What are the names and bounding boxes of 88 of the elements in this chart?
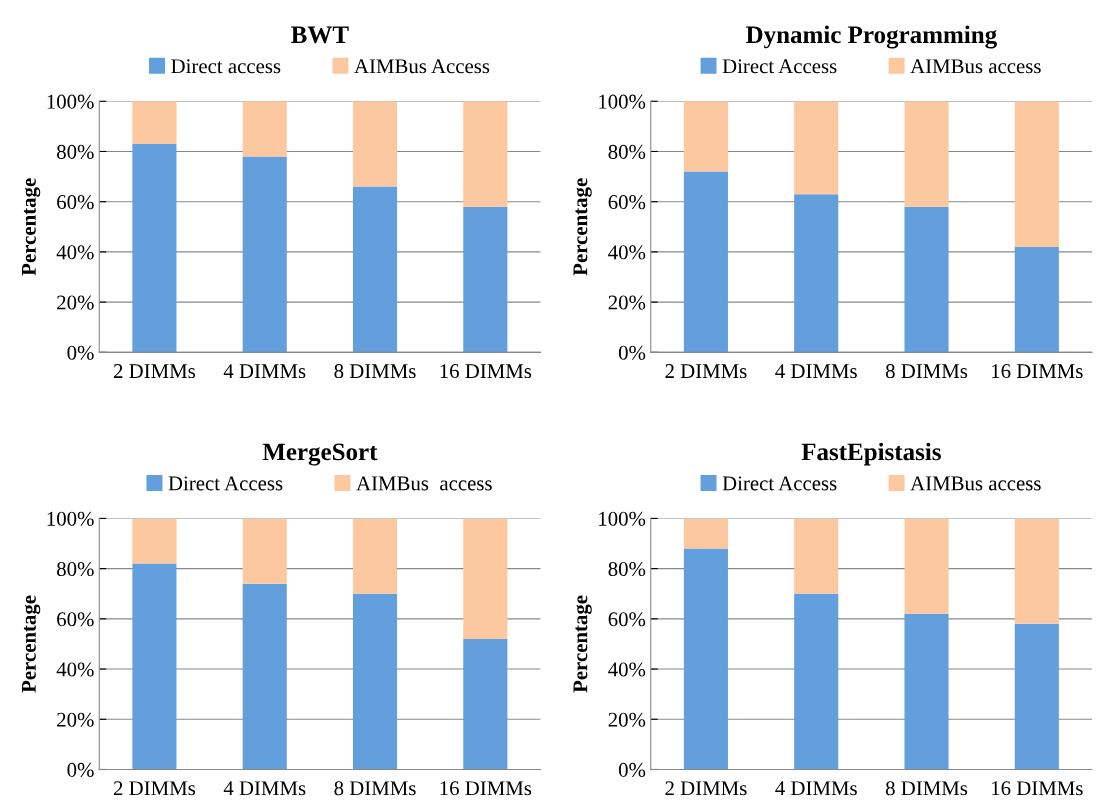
bar xyxy=(352,593,398,770)
x-tick-label: 2 DIMMs xyxy=(113,781,196,796)
chart-title: MergeSort xyxy=(262,443,378,466)
bar xyxy=(242,156,287,353)
y-tick-label: 20% xyxy=(57,295,94,310)
x-tick-label: 8 DIMMs xyxy=(885,364,968,379)
x-tick-label: 4 DIMMs xyxy=(775,364,857,379)
y-tick-label: 0% xyxy=(67,345,94,360)
bar xyxy=(904,101,949,207)
x-tick-label: 4 DIMMs xyxy=(223,781,306,796)
bar xyxy=(683,171,728,353)
bar xyxy=(794,101,839,195)
y-tick-label: 100% xyxy=(599,511,646,526)
y-tick-label: 100% xyxy=(47,511,94,526)
bar xyxy=(132,563,177,770)
y-tick-label: 60% xyxy=(608,195,646,210)
x-tick-label: 8 DIMMs xyxy=(334,781,416,796)
bar xyxy=(683,548,728,770)
y-tick-label: 60% xyxy=(57,612,94,627)
bar xyxy=(1014,101,1059,247)
legend-label: Direct access xyxy=(171,59,281,74)
chart-title: Dynamic Programming xyxy=(746,25,997,49)
y-tick-label: 0% xyxy=(67,762,94,777)
y-axis-title: Percentage xyxy=(573,178,592,276)
y-tick-label: 0% xyxy=(618,345,646,360)
x-tick-label: 16 DIMMs xyxy=(992,364,1083,379)
legend-label: Direct Access xyxy=(722,476,837,491)
bar xyxy=(463,206,508,353)
bar xyxy=(352,186,398,353)
x-tick-label: 2 DIMMs xyxy=(665,364,747,379)
y-tick-label: 20% xyxy=(608,295,646,310)
y-tick-label: 100% xyxy=(599,94,646,109)
y-tick-label: 40% xyxy=(56,245,94,260)
y-tick-label: 0% xyxy=(618,762,646,777)
y-tick-label: 60% xyxy=(608,612,646,627)
bar xyxy=(132,518,177,564)
chart-title: BWT xyxy=(291,26,349,44)
x-tick-label: 4 DIMMs xyxy=(223,364,306,379)
bar xyxy=(352,101,398,187)
y-tick-label: 40% xyxy=(56,662,94,677)
y-tick-label: 80% xyxy=(608,144,646,159)
bar xyxy=(794,194,839,353)
bar xyxy=(1014,623,1059,770)
bar xyxy=(463,518,508,639)
x-tick-label: 16 DIMMs xyxy=(440,781,532,796)
y-tick-label: 20% xyxy=(608,712,646,727)
bar xyxy=(904,518,949,614)
x-tick-label: 2 DIMMs xyxy=(113,364,196,379)
bar xyxy=(242,101,287,157)
x-tick-label: 8 DIMMs xyxy=(334,364,416,379)
bar xyxy=(242,518,287,584)
bar xyxy=(904,206,949,353)
bar xyxy=(1014,518,1059,624)
x-tick-label: 8 DIMMs xyxy=(885,781,968,796)
bar xyxy=(794,593,839,770)
bar xyxy=(132,101,177,144)
x-tick-label: 2 DIMMs xyxy=(665,781,747,796)
x-tick-label: 16 DIMMs xyxy=(992,781,1083,796)
y-tick-label: 80% xyxy=(57,561,94,577)
bar xyxy=(463,638,508,770)
y-tick-label: 20% xyxy=(57,712,94,727)
y-axis-title: Percentage xyxy=(22,178,41,276)
y-tick-label: 60% xyxy=(57,195,94,210)
bar xyxy=(683,518,728,549)
bar xyxy=(242,583,287,770)
bar xyxy=(1014,246,1059,353)
bar xyxy=(794,518,839,594)
y-tick-label: 40% xyxy=(608,245,646,260)
legend-label: Direct Access xyxy=(722,59,837,74)
bar xyxy=(463,101,508,207)
legend-label: AIMBus access xyxy=(910,476,1041,491)
x-tick-label: 16 DIMMs xyxy=(440,364,532,379)
legend-label: AIMBus Access xyxy=(354,59,490,74)
y-tick-label: 80% xyxy=(608,561,646,577)
bar xyxy=(683,101,728,172)
legend-label: AIMBus access xyxy=(356,476,492,491)
y-tick-label: 100% xyxy=(47,94,94,109)
y-axis-title: Percentage xyxy=(22,595,41,693)
legend-label: Direct Access xyxy=(168,476,283,491)
y-tick-label: 80% xyxy=(57,144,94,159)
y-axis-title: Percentage xyxy=(573,595,592,693)
bar xyxy=(132,143,177,353)
legend-label: AIMBus access xyxy=(910,59,1041,74)
bar xyxy=(352,518,398,594)
x-tick-label: 4 DIMMs xyxy=(775,781,857,796)
bar xyxy=(904,613,949,770)
y-tick-label: 40% xyxy=(608,662,646,677)
chart-title: FastEpistasis xyxy=(801,442,941,466)
